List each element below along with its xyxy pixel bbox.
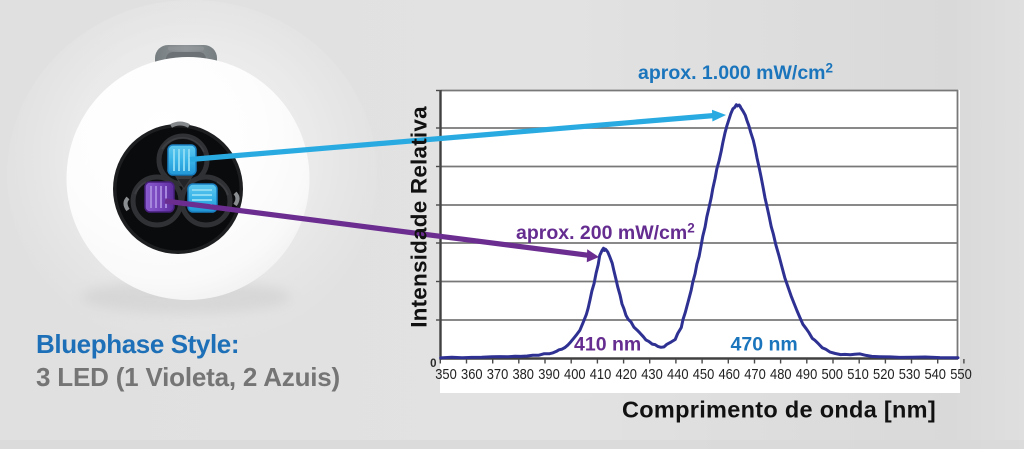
svg-text:380: 380 — [512, 366, 534, 383]
svg-text:430: 430 — [641, 366, 663, 383]
svg-text:Intensidade Relativa: Intensidade Relativa — [407, 106, 432, 328]
svg-text:360: 360 — [461, 366, 483, 383]
svg-text:3 LED (1 Violeta, 2 Azuis): 3 LED (1 Violeta, 2 Azuis) — [36, 362, 340, 392]
svg-text:550: 550 — [950, 366, 972, 383]
svg-text:490: 490 — [796, 366, 818, 383]
svg-text:470 nm: 470 nm — [731, 334, 798, 356]
svg-text:470: 470 — [744, 366, 766, 383]
svg-text:390: 390 — [538, 366, 560, 383]
svg-text:520: 520 — [873, 366, 895, 383]
svg-text:420: 420 — [615, 366, 637, 383]
svg-text:410 nm: 410 nm — [574, 334, 641, 356]
svg-text:410: 410 — [590, 366, 612, 383]
svg-text:540: 540 — [924, 366, 946, 383]
svg-text:aprox. 200 mW/cm2: aprox. 200 mW/cm2 — [516, 221, 695, 245]
svg-text:Comprimento de onda [nm]: Comprimento de onda [nm] — [622, 397, 936, 423]
svg-text:0: 0 — [430, 358, 436, 370]
svg-text:400: 400 — [564, 366, 586, 383]
svg-text:Bluephase Style:: Bluephase Style: — [36, 329, 239, 359]
svg-text:530: 530 — [899, 366, 921, 383]
svg-text:440: 440 — [667, 366, 689, 383]
svg-text:460: 460 — [718, 366, 740, 383]
svg-text:500: 500 — [821, 366, 843, 383]
svg-text:370: 370 — [487, 366, 509, 383]
svg-text:aprox. 1.000 mW/cm2: aprox. 1.000 mW/cm2 — [638, 61, 833, 85]
svg-text:510: 510 — [847, 366, 869, 383]
svg-text:480: 480 — [770, 366, 792, 383]
svg-text:350: 350 — [435, 366, 457, 383]
svg-text:450: 450 — [693, 366, 715, 383]
